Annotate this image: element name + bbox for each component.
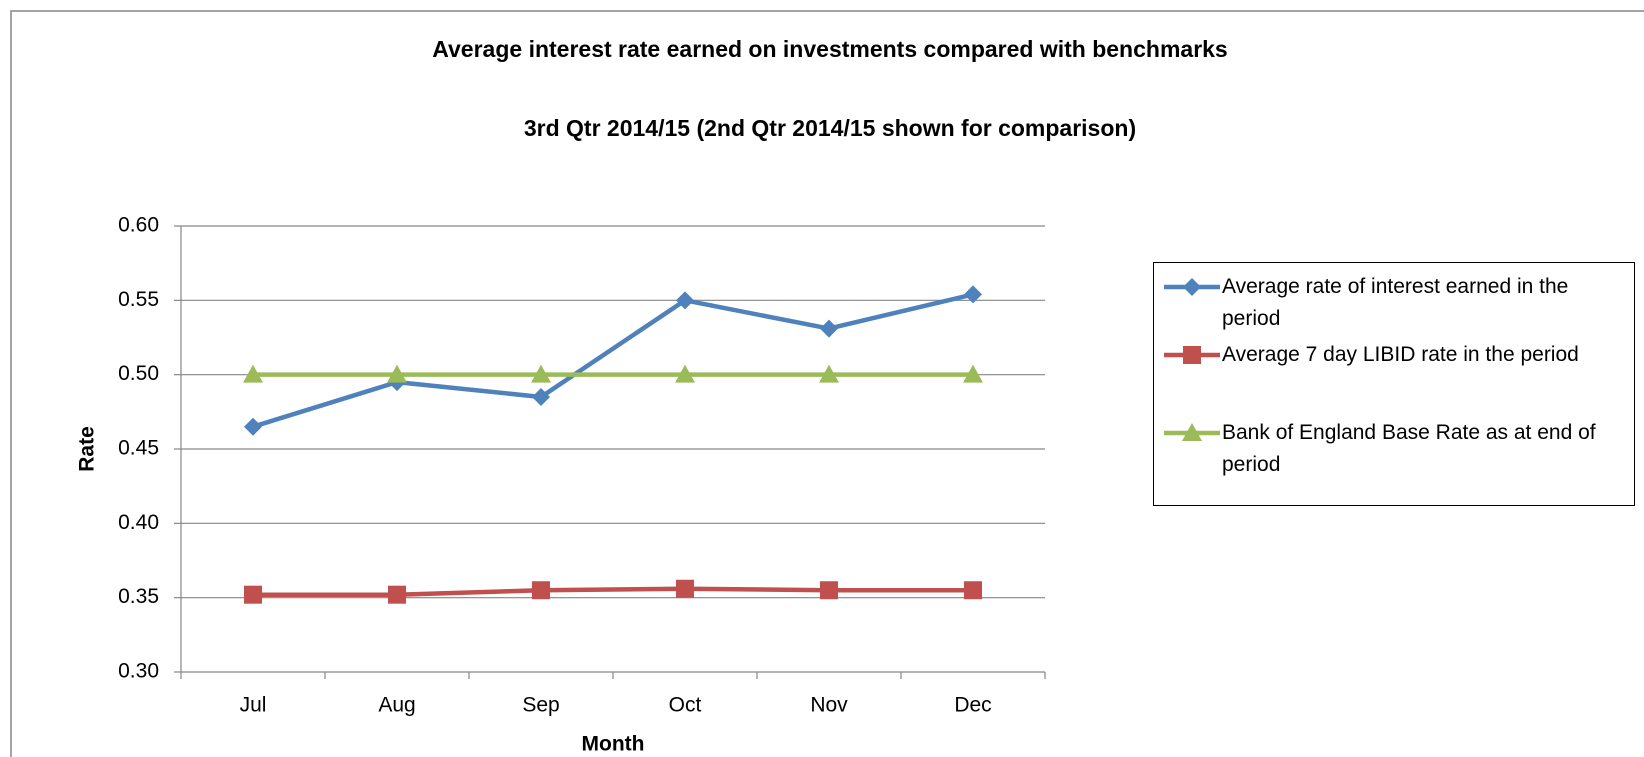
y-tick-label: 0.40 bbox=[118, 511, 159, 534]
legend-label: Average 7 day LIBID rate in the period bbox=[1222, 343, 1579, 366]
y-tick-label: 0.45 bbox=[118, 437, 159, 460]
y-tick-label: 0.60 bbox=[118, 214, 159, 237]
marker bbox=[964, 581, 982, 600]
y-axis-label: Rate bbox=[76, 426, 99, 472]
marker bbox=[676, 291, 694, 310]
x-tick-label: Sep bbox=[522, 694, 559, 717]
legend-item: Bank of England Base Rate as at end of p… bbox=[1162, 417, 1630, 481]
legend-icon bbox=[1164, 346, 1220, 364]
marker bbox=[676, 579, 694, 598]
legend-icon bbox=[1164, 423, 1220, 441]
marker bbox=[819, 364, 839, 383]
y-tick-label: 0.30 bbox=[118, 660, 159, 683]
x-tick-label: Jul bbox=[240, 694, 267, 717]
legend: Average rate of interest earned in the p… bbox=[1153, 262, 1635, 506]
series-line bbox=[252, 292, 974, 429]
marker bbox=[820, 581, 838, 600]
marker bbox=[532, 581, 550, 600]
marker bbox=[675, 364, 695, 383]
x-tick-label: Oct bbox=[669, 694, 702, 717]
chart-subtitle: 3rd Qtr 2014/15 (2nd Qtr 2014/15 shown f… bbox=[524, 115, 1136, 141]
marker bbox=[244, 585, 262, 604]
chart-border bbox=[10, 10, 1644, 757]
marker bbox=[1183, 346, 1201, 364]
marker bbox=[388, 585, 406, 604]
legend-icon bbox=[1164, 278, 1220, 296]
marker bbox=[387, 364, 407, 383]
chart-title: Average interest rate earned on investme… bbox=[432, 36, 1227, 62]
x-tick-label: Aug bbox=[378, 694, 415, 717]
marker bbox=[1183, 278, 1201, 296]
legend-item: Average rate of interest earned in the p… bbox=[1162, 271, 1630, 335]
legend-item: Average 7 day LIBID rate in the period bbox=[1162, 339, 1630, 371]
marker bbox=[1182, 423, 1202, 441]
x-tick-label: Dec bbox=[954, 694, 991, 717]
x-tick-label: Nov bbox=[810, 694, 848, 717]
series-line bbox=[253, 586, 973, 597]
x-axis-label: Month bbox=[582, 733, 645, 756]
y-tick-label: 0.50 bbox=[118, 362, 159, 385]
marker bbox=[243, 364, 263, 383]
marker bbox=[964, 285, 982, 304]
marker bbox=[531, 364, 551, 383]
y-tick-label: 0.55 bbox=[118, 288, 159, 311]
marker bbox=[532, 387, 550, 406]
legend-label: Bank of England Base Rate as at end of p… bbox=[1222, 421, 1596, 476]
marker bbox=[820, 319, 838, 338]
y-tick-label: 0.35 bbox=[118, 585, 159, 608]
legend-label: Average rate of interest earned in the p… bbox=[1222, 275, 1569, 330]
marker bbox=[963, 364, 983, 383]
marker bbox=[244, 417, 262, 436]
